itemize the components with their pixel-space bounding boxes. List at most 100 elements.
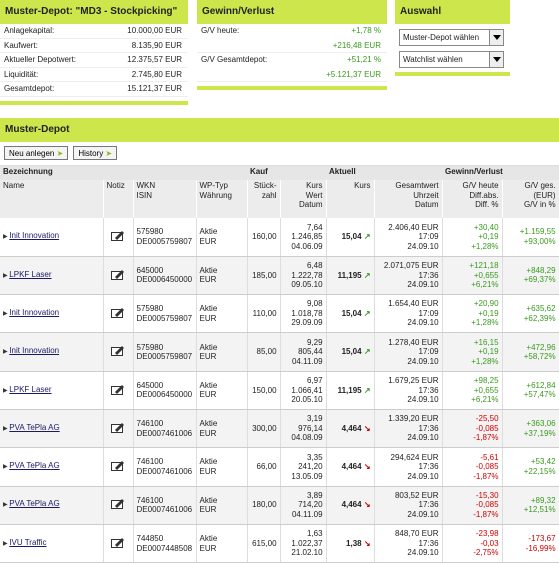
datum2: 24.09.10: [407, 356, 439, 366]
column-header[interactable]: G/V heute Diff.abs. Diff. %: [442, 180, 503, 218]
cell: +20,90 +0,19 +1,28%: [442, 294, 503, 334]
datum: 29.09.09: [291, 318, 323, 328]
column-header[interactable]: Stück-zahl: [247, 180, 281, 218]
gvg: +612,84: [526, 380, 556, 390]
gvg: +53,42: [530, 457, 556, 467]
gvh: +98,25: [473, 376, 499, 386]
cell: 9,29 805,44 04.11.09: [280, 332, 327, 372]
value: 15.121,37 EUR: [127, 84, 182, 93]
diff: +0,655: [473, 270, 499, 280]
diff: +0,19: [478, 232, 499, 242]
stock-name[interactable]: IVU Traffic: [9, 537, 47, 547]
cell: +98,25 +0,655 +6,21%: [442, 371, 503, 410]
gw: 294,624 EUR: [390, 452, 439, 462]
cell: ▶ PVA TePla AG: [0, 447, 104, 487]
gv-row: G/V heute: +1,78 %: [197, 24, 387, 39]
header-line: WP-Typ: [199, 181, 228, 190]
gvh: +20,90: [473, 299, 499, 309]
qty: 300,00: [252, 423, 277, 433]
zeit: 17:36: [418, 423, 439, 433]
stock-name[interactable]: LPKF Laser: [9, 269, 52, 279]
summary-row: Liquidität: 2.745,80 EUR: [0, 68, 188, 82]
column-header[interactable]: Gesamtwert Uhrzeit Datum: [374, 180, 443, 218]
cell: 1.654,40 EUR 17:09 24.09.10: [374, 294, 443, 334]
header-line: Wert: [305, 190, 323, 200]
typ: Aktie: [199, 495, 218, 505]
summary-box: Muster-Depot: "MD3 - Stockpicking" Anlage…: [0, 0, 188, 105]
pct: +1,28%: [471, 318, 499, 328]
thead: Bezeichnung Kauf Aktuell Gewinn/Verlust Name…: [0, 166, 559, 218]
note-icon[interactable]: [111, 537, 125, 548]
gv-row: +5.121,37 EUR: [197, 68, 387, 82]
datum2: 24.09.10: [407, 318, 439, 328]
cell: ▶ Init Innovation: [0, 218, 104, 257]
zeit: 17:36: [418, 462, 439, 472]
stock-name[interactable]: Init Innovation: [9, 307, 60, 317]
cell: 6,48 1.222,78 09.05.10: [280, 256, 327, 296]
button[interactable]: History: [73, 146, 118, 160]
qty: 185,00: [252, 270, 277, 280]
typ: Aktie: [199, 342, 218, 352]
stock-name[interactable]: LPKF Laser: [9, 384, 52, 394]
datum2: 24.09.10: [407, 241, 439, 251]
note-icon[interactable]: [111, 307, 125, 318]
column-header[interactable]: WKN ISIN: [133, 180, 197, 218]
pct: -1,87%: [473, 509, 499, 519]
select[interactable]: Watchlist wählen: [399, 51, 504, 68]
group-header: Bezeichnung: [0, 166, 248, 180]
wert: 1.066,41: [291, 385, 323, 395]
stock-name[interactable]: PVA TePla AG: [9, 461, 60, 471]
value: 8.135,90 EUR: [131, 40, 182, 50]
holding-row: ▶ IVU Traffic 744850 DE0007448508 Aktie EUR 6…: [0, 524, 559, 563]
note-icon[interactable]: [111, 422, 125, 433]
note-icon[interactable]: [111, 269, 125, 280]
zeit: 17:36: [418, 538, 439, 548]
cell: [103, 332, 134, 372]
note-icon[interactable]: [111, 384, 125, 395]
isin: DE0006450000: [136, 390, 193, 400]
isin: DE0006450000: [136, 275, 193, 285]
note-icon[interactable]: [111, 460, 125, 472]
trend-arrow: ↗: [361, 347, 371, 357]
header-line: WKN: [136, 181, 156, 190]
note-icon[interactable]: [111, 345, 125, 357]
cur: EUR: [199, 505, 217, 515]
cell: 803,52 EUR 17:36 24.09.10: [374, 486, 443, 525]
column-header[interactable]: WP-Typ Währung: [196, 180, 248, 218]
cell: -25,50 -0,085 -1,87%: [442, 409, 503, 449]
group-header: Kauf: [247, 166, 327, 180]
header-line: Notiz: [106, 181, 125, 190]
stock-name[interactable]: PVA TePla AG: [9, 499, 60, 509]
trend-arrow: ↗: [361, 385, 371, 395]
stock-name[interactable]: Init Innovation: [9, 346, 60, 356]
cell: Aktie EUR: [196, 409, 248, 449]
cell: 1.339,20 EUR 17:36 24.09.10: [374, 409, 443, 449]
note-icon[interactable]: [111, 498, 125, 510]
value: 2.745,80 EUR: [131, 69, 182, 79]
gvg: +89,32: [530, 495, 556, 505]
stock-name[interactable]: Init Innovation: [9, 231, 60, 241]
cell: 9,08 1.018,78 29.09.09: [280, 294, 327, 334]
column-header[interactable]: Notiz: [103, 180, 134, 218]
typ: Aktie: [199, 380, 218, 390]
cell: 645000 DE0006450000: [133, 371, 197, 410]
select[interactable]: Muster-Depot wählen: [399, 29, 504, 46]
column-header[interactable]: Name: [0, 180, 104, 218]
button[interactable]: Neu anlegen: [4, 146, 69, 160]
cell: 7,64 1.246,85 04.06.09: [280, 218, 327, 257]
note-icon[interactable]: [111, 230, 125, 242]
datum2: 24.09.10: [407, 509, 439, 519]
stock-name[interactable]: PVA TePla AG: [9, 422, 60, 432]
holding-row: ▶ Init Innovation 575980 DE0005759807 Aktie…: [0, 332, 559, 372]
column-header[interactable]: G/V ges. (EUR) G/V in %: [502, 180, 559, 218]
isin: DE0007461006: [136, 428, 193, 438]
column-header[interactable]: Kurs: [326, 180, 375, 218]
column-header[interactable]: Kurs Wert Datum: [280, 180, 327, 218]
diff: -0,085: [475, 500, 499, 510]
cell: 1.278,40 EUR 17:09 24.09.10: [374, 332, 443, 372]
cell: 744850 DE0007448508: [133, 524, 197, 563]
wkn: 746100: [136, 495, 164, 505]
pct: +1,28%: [471, 356, 499, 366]
summary-row: Kaufwert: 8.135,90 EUR: [0, 39, 188, 53]
gw: 2.406,40 EUR: [388, 222, 439, 232]
